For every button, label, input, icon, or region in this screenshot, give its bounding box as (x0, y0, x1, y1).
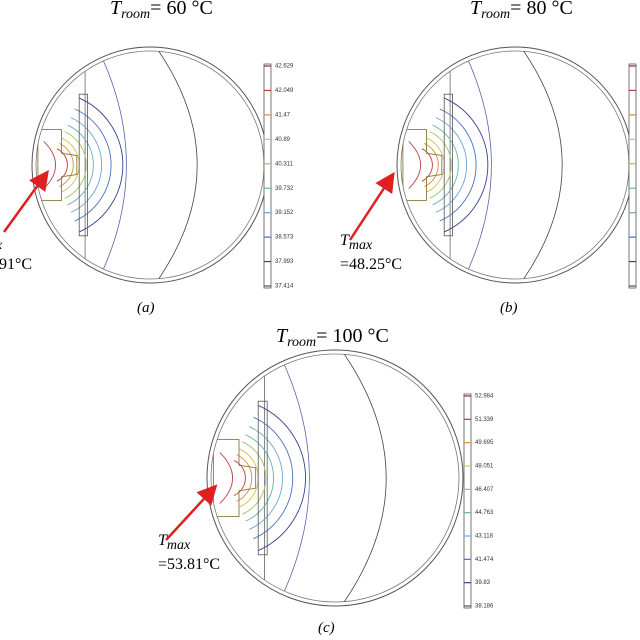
isotherm (444, 97, 489, 233)
subscript: max (167, 538, 191, 553)
annotation: Tmax =48.25°C (340, 232, 402, 273)
isotherm (429, 131, 452, 199)
symbol: T (110, 0, 123, 19)
colorbar (628, 63, 637, 289)
contours (402, 51, 563, 279)
arc (341, 354, 387, 602)
isotherm (432, 124, 459, 206)
lens-core (408, 141, 422, 189)
annotation-text: =48.25°C (340, 256, 402, 273)
arc (277, 354, 310, 602)
symbol: T (276, 325, 289, 347)
symbol: T (470, 0, 483, 19)
lens (37, 129, 78, 201)
label-text: = 80 °C (510, 0, 573, 19)
lens-core (43, 141, 57, 189)
lens (212, 439, 257, 517)
subscript: room (287, 335, 316, 350)
colorbar-label: 46.407 (475, 487, 494, 493)
annotation-text: =42.91°C (0, 256, 32, 273)
isotherm (435, 117, 468, 213)
isotherm (59, 143, 74, 187)
isotherm (249, 426, 283, 530)
colorbar-label: 43.118 (475, 534, 494, 540)
isotherm (439, 108, 477, 222)
isotherm (258, 405, 306, 551)
isotherm (253, 416, 294, 540)
colorbar-label: 40.311 (275, 161, 294, 167)
colorbar-label: 51.339 (475, 417, 494, 423)
colorbar-label: 37.414 (275, 284, 294, 290)
arrow (165, 484, 218, 541)
math-label: Troom= 100 °C (276, 325, 389, 350)
colorbar-label: 38.186 (475, 604, 494, 610)
colorbar-label: 38.573 (275, 235, 294, 241)
subscript: max (0, 238, 3, 253)
inner-circle (400, 50, 630, 280)
panel: Troom= 80 °C (b) Tmax =48.25°C (340, 0, 637, 316)
colorbar-label: 42.629 (275, 64, 294, 70)
contours (37, 51, 198, 279)
plate (257, 400, 268, 556)
plate (443, 93, 453, 237)
panel-label: (c) (318, 620, 335, 636)
isotherm (79, 97, 124, 233)
colorbar-label: 41.47 (275, 112, 291, 118)
colorbar-label: 39.83 (475, 580, 491, 586)
annotation: Tmax =53.81°C (158, 532, 220, 573)
symbol: T (158, 532, 168, 549)
panel-label: (a) (137, 300, 155, 316)
isotherm (74, 108, 112, 222)
colorbar-label: 37.993 (275, 259, 294, 265)
colorbar-label: 49.695 (475, 440, 494, 446)
colorbar-label: 39.732 (275, 186, 294, 192)
annotation-text: =53.81°C (158, 556, 220, 573)
symbol: T (340, 232, 350, 249)
colorbar-label: 52.984 (475, 394, 494, 400)
isotherm (245, 434, 274, 522)
outer-circle (206, 349, 464, 607)
colorbar (263, 63, 272, 289)
subscript: max (349, 238, 373, 253)
isotherm (67, 124, 94, 206)
colorbar-label: 40.89 (275, 137, 291, 143)
colorbar-label: 44.763 (475, 510, 494, 516)
arc (461, 51, 492, 279)
inner-circle (210, 353, 460, 603)
annotation: Tmax=42.91°C (0, 232, 32, 273)
isotherm (56, 148, 68, 182)
isotherm (70, 117, 103, 213)
isotherm (242, 441, 267, 515)
arc (155, 51, 198, 279)
panel-label: (b) (500, 300, 518, 316)
arrow (2, 169, 49, 233)
arc (520, 51, 563, 279)
colorbar (463, 393, 472, 609)
isotherm (424, 143, 439, 187)
arrow (348, 171, 395, 241)
plate (78, 93, 88, 237)
isotherm (233, 460, 246, 496)
colorbar-label: 39.152 (275, 210, 294, 216)
math-label: Troom= 60 °C (110, 0, 213, 22)
isotherm (64, 131, 87, 199)
subscript: room (481, 7, 510, 22)
lens (402, 129, 443, 201)
colorbar-label: 41.474 (475, 557, 494, 563)
panel: Troom= 60 °C (a) Tmax =42.91°C 42.629 42.049 4… (0, 0, 294, 316)
contours (212, 354, 387, 602)
label-text: = 100 °C (316, 325, 389, 347)
lens-core (219, 452, 233, 504)
inner-circle (35, 50, 265, 280)
isotherm (421, 148, 433, 182)
panel: Troom= 100 °C (c) Tmax =53.81°C 52.984 51.339… (158, 325, 494, 636)
subscript: room (121, 7, 150, 22)
math-label: Troom= 80 °C (470, 0, 573, 22)
colorbar-label: 42.049 (275, 88, 294, 94)
arc (96, 51, 127, 279)
label-text: = 60 °C (150, 0, 213, 19)
isotherm (236, 454, 253, 502)
colorbar-label: 48.051 (475, 464, 494, 470)
